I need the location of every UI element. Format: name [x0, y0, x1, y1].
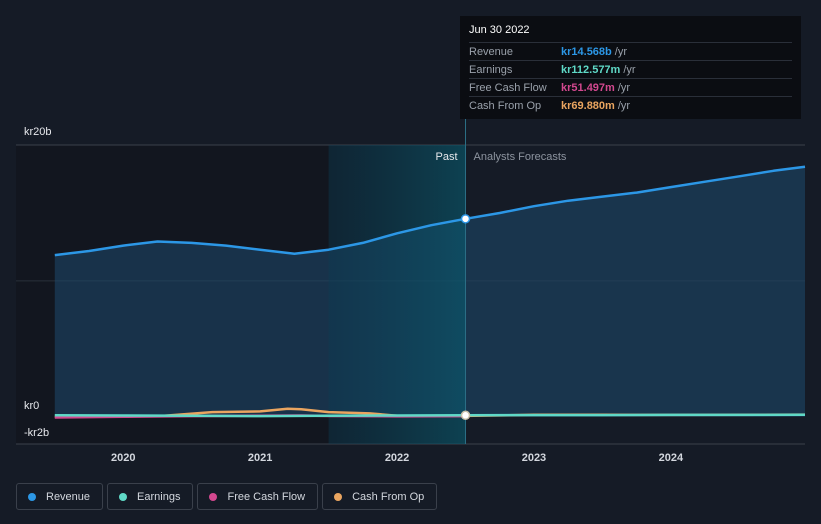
hover-tooltip: Jun 30 2022 Revenue kr14.568b /yr Earnin… [460, 16, 801, 119]
y-tick-label: kr0 [24, 400, 39, 412]
legend-label: Revenue [46, 490, 91, 503]
highlight-band [328, 145, 466, 444]
tooltip-row-free-cash-flow: Free Cash Flow kr51.497m /yr [469, 78, 792, 96]
x-tick-label: 2022 [385, 452, 409, 464]
revenue-marker [460, 214, 471, 224]
tooltip-row-revenue: Revenue kr14.568b /yr [469, 42, 792, 60]
chart-legend: Revenue Earnings Free Cash Flow Cash Fro… [16, 483, 438, 510]
legend-dot-icon [119, 492, 128, 501]
x-tick-label: 2021 [248, 452, 272, 464]
x-tick-label: 2024 [659, 452, 684, 464]
tooltip-value: kr112.577m [561, 63, 621, 76]
legend-item-revenue[interactable]: Revenue [16, 483, 104, 510]
tooltip-unit: /yr [617, 81, 631, 94]
forecast-label: Analysts Forecasts [474, 151, 567, 163]
legend-label: Free Cash Flow [227, 490, 306, 503]
legend-item-free-cash-flow[interactable]: Free Cash Flow [197, 483, 319, 510]
tooltip-value: kr14.568b [561, 45, 612, 58]
legend-item-cash-from-op[interactable]: Cash From Op [322, 483, 438, 510]
earnings-marker [460, 410, 471, 421]
x-tick-label: 2020 [111, 452, 135, 464]
legend-dot-icon [28, 492, 36, 501]
legend-dot-icon [334, 492, 343, 501]
tooltip-label: Earnings [469, 63, 513, 76]
y-tick-label: -kr2b [24, 427, 49, 439]
legend-dot-icon [209, 492, 218, 501]
series-line-revenue [54, 165, 806, 257]
y-tick-label: kr20b [24, 126, 52, 138]
tooltip-unit: /yr [623, 63, 636, 76]
tooltip-row-earnings: Earnings kr112.577m /yr [469, 60, 792, 78]
tooltip-unit: /yr [617, 99, 631, 112]
x-tick-label: 2023 [522, 452, 546, 464]
tooltip-unit: /yr [614, 45, 627, 58]
tooltip-row-cash-from-op: Cash From Op kr69.880m /yr [469, 96, 792, 114]
tooltip-value: kr51.497m [561, 81, 615, 94]
series-line-earnings [54, 413, 806, 418]
tooltip-label: Free Cash Flow [469, 81, 547, 94]
chart-canvas: kr20b kr0 -kr2b 2020 2021 2022 2023 2024 Past Ana… [16, 16, 806, 464]
legend-label: Earnings [137, 490, 181, 503]
legend-label: Cash From Op [352, 490, 425, 503]
tooltip-label: Cash From Op [469, 99, 542, 112]
legend-item-earnings[interactable]: Earnings [107, 483, 194, 510]
tooltip-label: Revenue [469, 45, 514, 58]
past-label: Past [435, 151, 457, 163]
tooltip-value: kr69.880m [561, 99, 615, 112]
tooltip-date: Jun 30 2022 [469, 24, 530, 36]
